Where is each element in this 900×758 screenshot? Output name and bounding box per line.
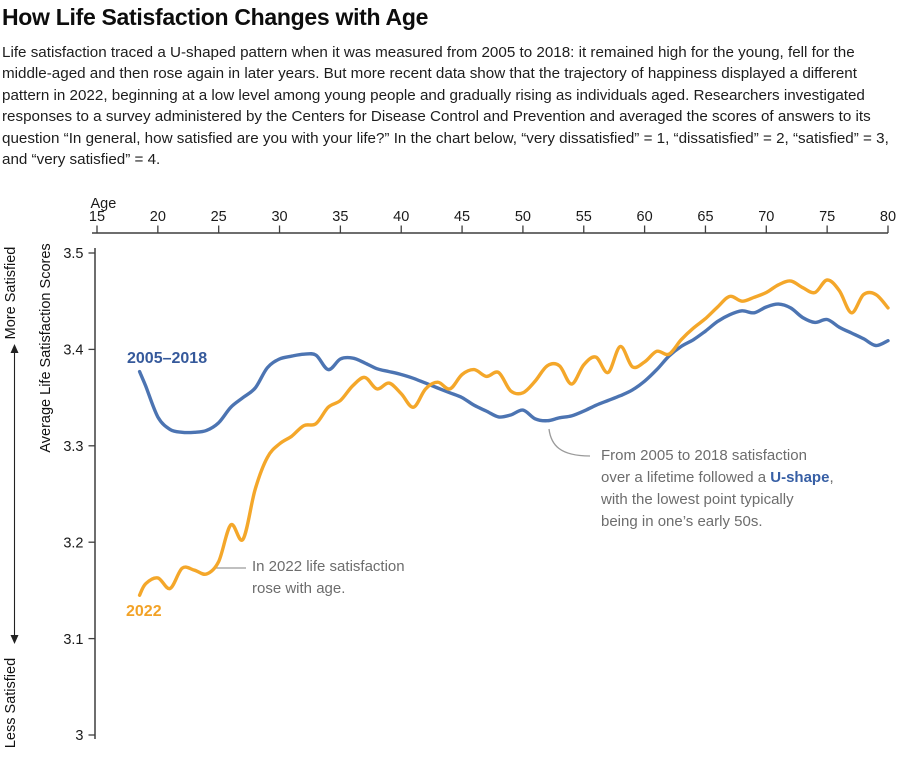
leader-ushape bbox=[548, 428, 591, 457]
age-tick-label: 65 bbox=[697, 209, 713, 225]
y-tick-label: 3 bbox=[75, 728, 83, 744]
annotation-ushape-line2: over a lifetime followed a U-shape, bbox=[601, 467, 851, 489]
annotation-ushape-line2-post: , bbox=[829, 469, 834, 486]
annotation-ushape-line3: with the lowest point typically bbox=[601, 491, 794, 508]
series-line-2005-2018 bbox=[137, 302, 890, 435]
less-satisfied-label: Less Satisfied bbox=[3, 658, 19, 748]
y-tick-label: 3.5 bbox=[63, 246, 83, 262]
age-tick-label: 50 bbox=[515, 209, 531, 225]
chart-intro: Life satisfaction traced a U-shaped patt… bbox=[2, 44, 889, 169]
age-axis: 15 20 25 30 35 40 45 50 55 60 65 70 75 80 Age bbox=[89, 196, 896, 234]
annotation-2022: In 2022 life satisfaction rose with age. bbox=[252, 556, 442, 600]
annotation-leader-lines bbox=[214, 428, 591, 569]
y-tick-label: 3.1 bbox=[63, 632, 83, 648]
more-satisfied-label: More Satisfied bbox=[3, 247, 19, 340]
y-tick-label: 3.2 bbox=[63, 535, 83, 551]
age-tick-label: 60 bbox=[637, 209, 653, 225]
satisfaction-direction-arrow: More Satisfied Less Satisfied bbox=[3, 247, 19, 748]
arrow-down-head bbox=[10, 635, 19, 644]
age-tick-label: 25 bbox=[211, 209, 227, 225]
series-label-2022: 2022 bbox=[126, 603, 162, 620]
age-tick-label: 70 bbox=[758, 209, 774, 225]
annotation-ushape-line1: From 2005 to 2018 satisfaction bbox=[601, 447, 807, 464]
y-tick-label: 3.3 bbox=[63, 439, 83, 455]
age-tick-label: 55 bbox=[576, 209, 592, 225]
arrow-up-head bbox=[10, 344, 19, 353]
u-shape-highlight: U-shape bbox=[770, 469, 830, 486]
annotation-ushape-line2-pre: over a lifetime followed a bbox=[601, 469, 771, 486]
y-axis-title: Average Life Satisfaction Scores bbox=[38, 243, 54, 452]
series-label-2005-2018: 2005–2018 bbox=[127, 350, 208, 367]
chart-title: How Life Satisfaction Changes with Age bbox=[2, 4, 429, 30]
annotation-2022-line2: rose with age. bbox=[252, 580, 346, 597]
series-line-2022 bbox=[137, 278, 890, 597]
age-tick-label: 30 bbox=[271, 209, 287, 225]
age-tick-label: 35 bbox=[332, 209, 348, 225]
age-tick-label: 45 bbox=[454, 209, 470, 225]
age-tick-label: 75 bbox=[819, 209, 835, 225]
y-axis: 3.5 3.4 3.3 3.2 3.1 3 Average Life Satisfactio… bbox=[38, 243, 96, 744]
age-tick-label: 40 bbox=[393, 209, 409, 225]
age-tick-label: 80 bbox=[880, 209, 896, 225]
y-tick-label: 3.4 bbox=[63, 343, 83, 359]
age-axis-title: Age bbox=[91, 196, 117, 212]
annotation-ushape: From 2005 to 2018 satisfaction over a li… bbox=[601, 445, 851, 533]
data-series-lines bbox=[137, 278, 890, 597]
age-tick-label: 15 bbox=[89, 209, 105, 225]
annotation-2022-line1: In 2022 life satisfaction bbox=[252, 558, 405, 575]
annotation-ushape-line4: being in one’s early 50s. bbox=[601, 513, 763, 530]
age-tick-label: 20 bbox=[150, 209, 166, 225]
